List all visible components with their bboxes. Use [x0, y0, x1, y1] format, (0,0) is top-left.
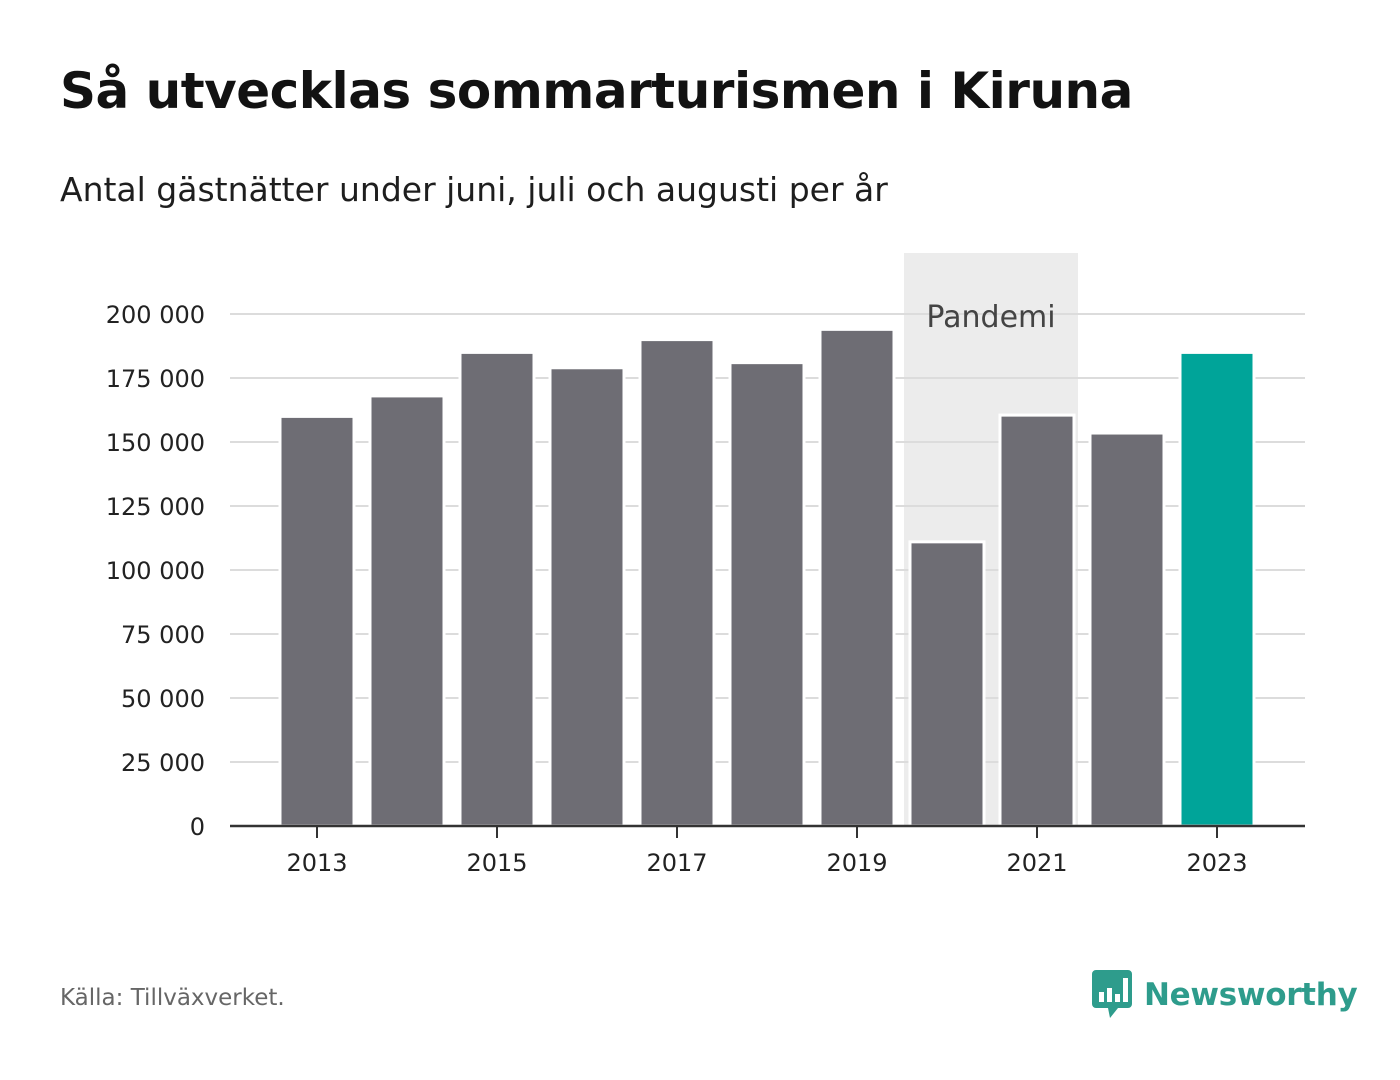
y-tick-label: 100 000 — [106, 557, 205, 585]
bar — [548, 366, 626, 828]
y-tick-label: 75 000 — [121, 621, 205, 649]
pandemic-label: Pandemi — [926, 300, 1055, 335]
x-tick-label: 2023 — [1186, 849, 1247, 877]
source-note: Källa: Tillväxverket. — [60, 985, 285, 1011]
y-tick-label: 200 000 — [106, 301, 205, 329]
chart-title: Så utvecklas sommarturismen i Kiruna — [60, 62, 1133, 120]
bar — [368, 394, 446, 828]
y-tick-label: 50 000 — [121, 685, 205, 713]
y-tick-label: 175 000 — [106, 365, 205, 393]
bar — [278, 414, 356, 828]
x-tick-label: 2021 — [1006, 849, 1067, 877]
bar — [908, 540, 986, 828]
bar-highlight — [1178, 350, 1256, 828]
x-tick-label: 2015 — [466, 849, 527, 877]
bar — [728, 361, 806, 828]
brand-logo: Newsworthy — [1090, 966, 1358, 1024]
y-tick-label: 25 000 — [121, 749, 205, 777]
bar — [998, 413, 1076, 828]
y-tick-label: 125 000 — [106, 493, 205, 521]
bar — [1088, 431, 1166, 828]
bar — [638, 338, 716, 828]
chart-subtitle: Antal gästnätter under juni, juli och au… — [60, 170, 888, 209]
x-tick-label: 2017 — [646, 849, 707, 877]
y-tick-label: 0 — [190, 813, 205, 841]
bar — [458, 350, 536, 828]
bar — [818, 327, 896, 828]
x-tick-label: 2019 — [826, 849, 887, 877]
x-tick-label: 2013 — [286, 849, 347, 877]
brand-name: Newsworthy — [1144, 977, 1358, 1013]
bar-chart-speech-bubble-icon — [1090, 966, 1134, 1024]
y-tick-label: 150 000 — [106, 429, 205, 457]
